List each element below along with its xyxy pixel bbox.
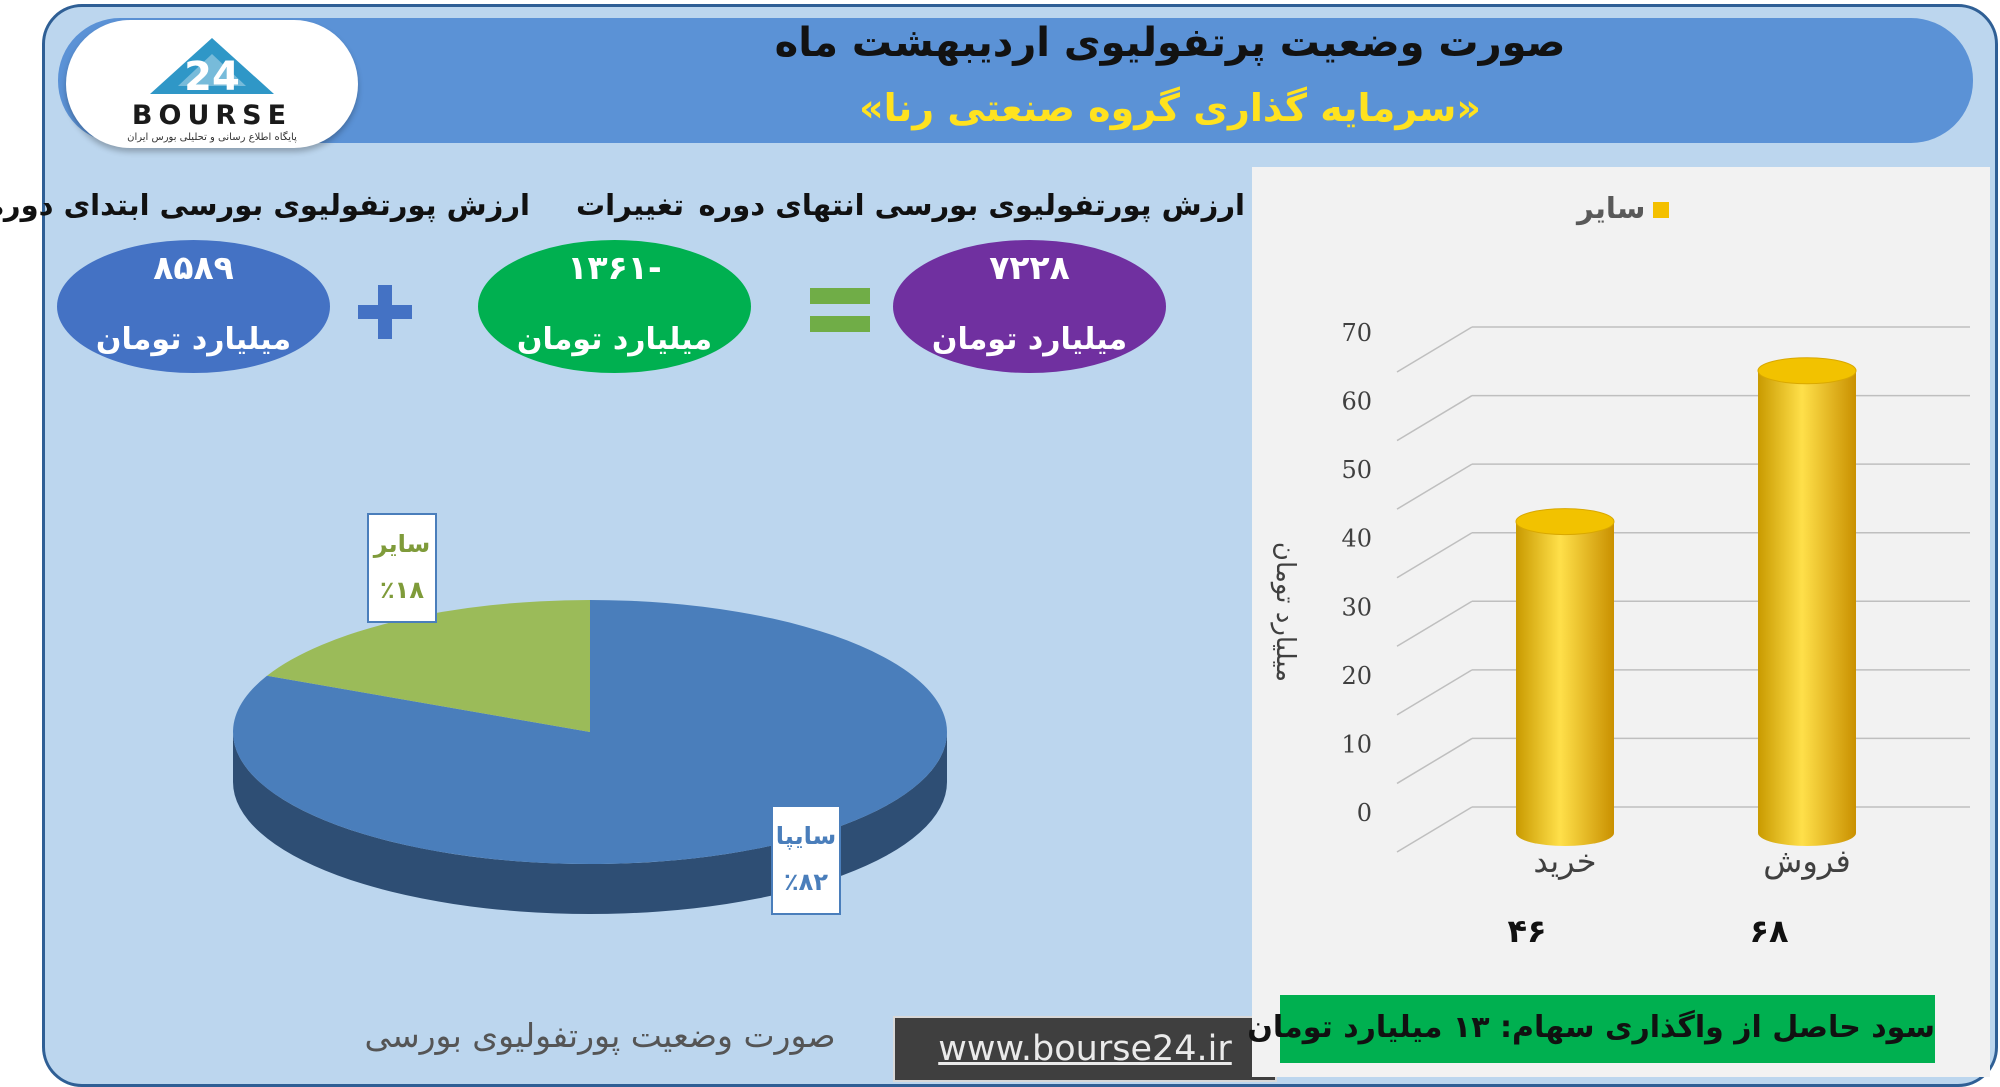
bar-2 [1757,357,1857,846]
bar-value-label-2: ۶۸ [1749,912,1789,950]
pie-label-name-1: سایپا [776,822,836,850]
gridline-diag-4 [1396,532,1473,579]
y-tick-label-5: 50 [1341,456,1372,484]
y-tick-label-7: 70 [1341,319,1372,347]
change-value: -۱۳۶۱ [567,248,662,287]
logo-tagline: پایگاه اطلاع رسانی و تحلیلی بورس ایران [127,131,297,143]
change-oval: -۱۳۶۱ میلیارد تومان [478,240,751,373]
logo-number: 24 [184,54,240,100]
pie-caption: صورت وضعیت پورتفولیوی بورسی [364,1016,836,1055]
y-tick-label-2: 20 [1341,662,1372,690]
pie-data-label-2: سایر ٪۱۸ [367,513,437,623]
pie-label-pct-1: ٪۸۲ [784,868,828,896]
gridline-diag-7 [1396,326,1473,373]
page-title: صورت وضعیت پرتفولیوی اردیبهشت ماه [774,20,1566,66]
pie-label-pct-2: ٪۱۸ [380,576,424,604]
website-link[interactable]: www.bourse24.ir [893,1016,1277,1082]
end-value: ۷۲۲۸ [989,248,1070,287]
pie-data-label-1: سایپا ٪۸۲ [771,805,841,915]
y-tick-label-3: 30 [1341,593,1372,621]
chart-legend: سایر [1577,191,1670,225]
bar-value-label-1: ۴۶ [1507,912,1546,950]
end-value-oval: ۷۲۲۸ میلیارد تومان [893,240,1166,373]
legend-swatch [1653,202,1670,218]
y-tick-label-1: 10 [1341,730,1372,758]
gridline-diag-5 [1396,463,1473,510]
y-tick-label-0: 0 [1357,799,1372,827]
plus-sign-icon [355,282,415,342]
gridline-diag-2 [1396,669,1473,716]
gridline-diag-3 [1396,600,1473,647]
gridline-diag-0 [1396,806,1473,853]
logo-word: BOURSE [132,100,292,131]
bourse24-logo: 24 BOURSE پایگاه اطلاع رسانی و تحلیلی بو… [66,20,358,148]
header-band [58,18,1973,143]
logo-graphic: 24 BOURSE پایگاه اطلاع رسانی و تحلیلی بو… [127,38,297,143]
legend-label: سایر [1577,191,1646,225]
profit-note: سود حاصل از واگذاری سهام: ۱۳ میلیارد توم… [1247,995,1935,1063]
x-category-label-1: خرید [1533,842,1596,880]
pie-label-name-2: سایر [373,530,431,558]
pie-side-wall [233,732,947,914]
change-label: تغییرات [575,188,685,222]
start-value-oval: ۸۵۸۹ میلیارد تومان [57,240,330,373]
y-axis-label: میلیارد تومان [1270,541,1300,683]
y-tick-label-6: 60 [1341,388,1372,416]
equals-sign-icon [808,282,872,338]
start-value-unit: میلیارد تومان [95,322,292,357]
x-category-label-2: فروش [1763,842,1850,880]
bar-1 [1515,508,1615,846]
y-tick-label-4: 40 [1341,525,1372,553]
bar-chart-panel: 0 10 20 30 40 50 60 70 خرید ۴۶ فروش ۶۸ سایر میلیارد… [1252,167,1990,1077]
pie-slice-2 [266,600,590,732]
gridline-diag-1 [1396,737,1473,785]
start-value-label: ارزش پورتفولیوی بورسی ابتدای دوره [0,188,530,222]
change-unit: میلیارد تومان [516,322,713,357]
gridline-diag-6 [1396,394,1473,442]
pie-chart: سایپا ٪۸۲ سایر ٪۱۸ [233,513,948,915]
end-value-label: ارزش پورتفولیوی بورسی انتهای دوره [698,188,1245,222]
bar-chart: 0 10 20 30 40 50 60 70 خرید ۴۶ فروش ۶۸ [1341,319,1970,950]
page-subtitle: «سرمایه گذاری گروه صنعتی رنا» [859,86,1481,130]
end-value-unit: میلیارد تومان [931,322,1128,357]
start-value: ۸۵۸۹ [153,248,234,287]
